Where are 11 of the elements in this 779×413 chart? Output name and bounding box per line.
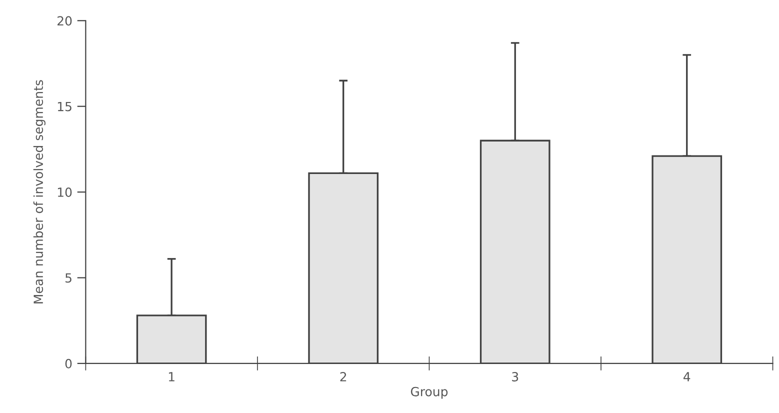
y-axis-title: Mean number of involved segments <box>33 80 46 304</box>
y-tick-label: 0 <box>65 358 72 368</box>
x-tick-label: 1 <box>168 372 174 382</box>
y-tick-label: 15 <box>58 102 72 112</box>
x-axis-title: Group <box>410 386 448 399</box>
y-tick-label: 20 <box>58 16 72 26</box>
x-tick-label: 2 <box>340 372 346 382</box>
x-tick-label: 4 <box>684 372 690 382</box>
y-tick-label: 10 <box>58 188 72 197</box>
y-tick-label: 5 <box>66 273 72 283</box>
x-tick-label: 3 <box>512 372 518 382</box>
